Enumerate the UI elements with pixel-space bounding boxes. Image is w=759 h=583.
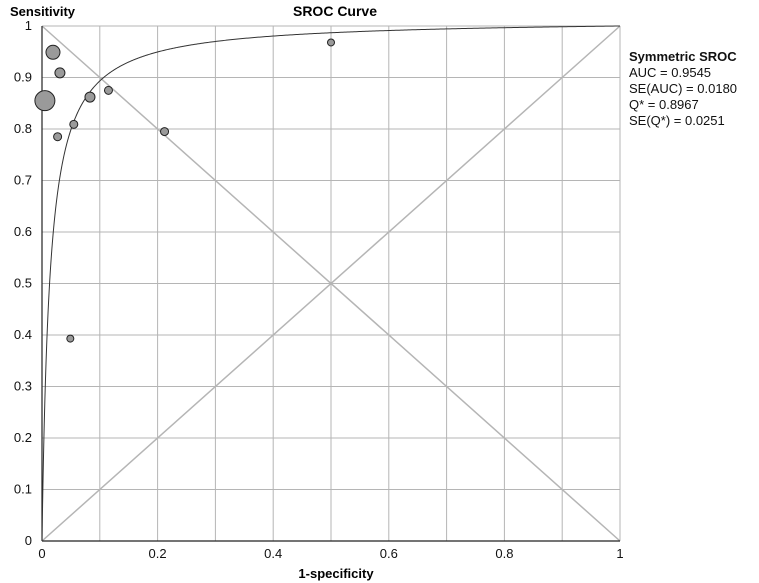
chart-title: SROC Curve <box>293 3 377 19</box>
y-tick-label: 0.9 <box>14 70 32 85</box>
x-axis-label: 1-specificity <box>298 566 374 581</box>
y-tick-labels: 0 0.1 0.2 0.3 0.4 0.5 0.6 0.7 0.8 0.9 1 <box>14 18 32 548</box>
y-tick-label: 0 <box>25 533 32 548</box>
y-tick-label: 0.8 <box>14 121 32 136</box>
y-axis-label: Sensitivity <box>10 4 76 19</box>
y-tick-label: 0.6 <box>14 224 32 239</box>
x-tick-label: 0.6 <box>380 546 398 561</box>
study-point <box>327 38 335 47</box>
y-tick-label: 0.7 <box>14 173 32 188</box>
axes <box>41 25 621 542</box>
y-tick-label: 0.3 <box>14 379 32 394</box>
study-point <box>103 85 113 95</box>
study-point <box>69 119 79 129</box>
y-tick-label: 0.5 <box>14 276 32 291</box>
stats-heading: Symmetric SROC <box>629 49 737 64</box>
x-tick-labels: 0 0.2 0.4 0.6 0.8 1 <box>38 546 623 561</box>
study-point <box>45 44 61 60</box>
study-points <box>34 38 335 343</box>
reference-lines <box>41 25 621 542</box>
x-tick-label: 1 <box>616 546 623 561</box>
stats-q: Q* = 0.8967 <box>629 97 699 112</box>
study-point <box>54 67 66 79</box>
stats-se-auc: SE(AUC) = 0.0180 <box>629 81 738 96</box>
x-tick-label: 0.2 <box>149 546 167 561</box>
study-point <box>160 127 170 137</box>
stats-se-q: SE(Q*) = 0.0251 <box>629 113 725 128</box>
y-tick-label: 0.4 <box>14 327 32 342</box>
study-point <box>66 334 75 343</box>
y-tick-label: 1 <box>25 18 32 33</box>
stats-auc: AUC = 0.9545 <box>629 65 712 80</box>
sroc-curve <box>41 25 621 541</box>
x-tick-label: 0.4 <box>264 546 282 561</box>
study-point <box>53 132 63 142</box>
y-tick-label: 0.1 <box>14 482 32 497</box>
x-tick-label: 0.8 <box>495 546 513 561</box>
x-tick-label: 0 <box>38 546 45 561</box>
stats-panel: Symmetric SROC AUC = 0.9545 SE(AUC) = 0.… <box>629 49 737 129</box>
anti-diagonal-line <box>41 25 621 542</box>
study-point <box>84 91 96 103</box>
y-tick-label: 0.2 <box>14 430 32 445</box>
study-point <box>34 90 56 112</box>
